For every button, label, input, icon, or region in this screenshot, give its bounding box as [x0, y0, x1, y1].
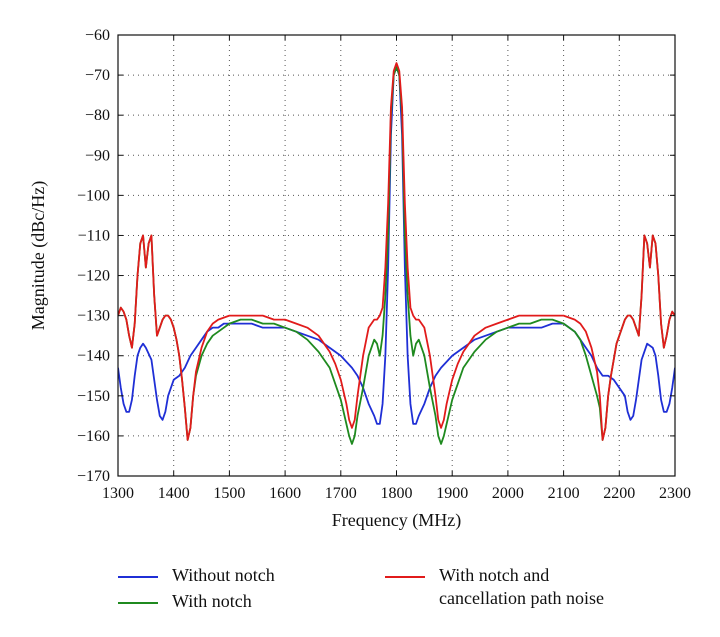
y-tick-label: −120	[77, 268, 110, 285]
x-tick-label: 1700	[325, 485, 357, 502]
x-tick-label: 2200	[603, 485, 635, 502]
x-tick-label: 1300	[102, 485, 134, 502]
x-tick-label: 2100	[548, 485, 580, 502]
x-tick-label: 1500	[213, 485, 245, 502]
y-tick-label: −100	[77, 187, 110, 204]
x-tick-label: 1900	[436, 485, 468, 502]
y-tick-label: −140	[77, 348, 110, 365]
x-tick-label: 1600	[269, 485, 301, 502]
x-axis-label: Frequency (MHz)	[332, 510, 461, 531]
y-tick-label: −130	[77, 308, 110, 325]
x-tick-label: 1800	[381, 485, 413, 502]
x-tick-label: 2000	[492, 485, 524, 502]
series-layer	[118, 62, 675, 445]
y-axis-label: Magnitude (dBc/Hz)	[28, 181, 49, 330]
series-line-with-notch-and-noise	[118, 62, 675, 441]
y-tick-label: −160	[77, 428, 110, 445]
x-tick-label: 2300	[659, 485, 691, 502]
ticks: 1300 1400 1500 1600 1700 1800 1900 2000 2100 2200…	[77, 27, 691, 502]
y-tick-label: −80	[85, 107, 110, 124]
y-tick-label: −170	[77, 468, 110, 485]
y-tick-label: −90	[85, 147, 110, 164]
y-tick-label: −70	[85, 67, 110, 84]
y-tick-label: −150	[77, 388, 110, 405]
x-tick-label: 1400	[158, 485, 190, 502]
grid	[118, 35, 675, 476]
y-tick-label: −60	[85, 27, 110, 44]
y-tick-label: −110	[78, 227, 110, 244]
